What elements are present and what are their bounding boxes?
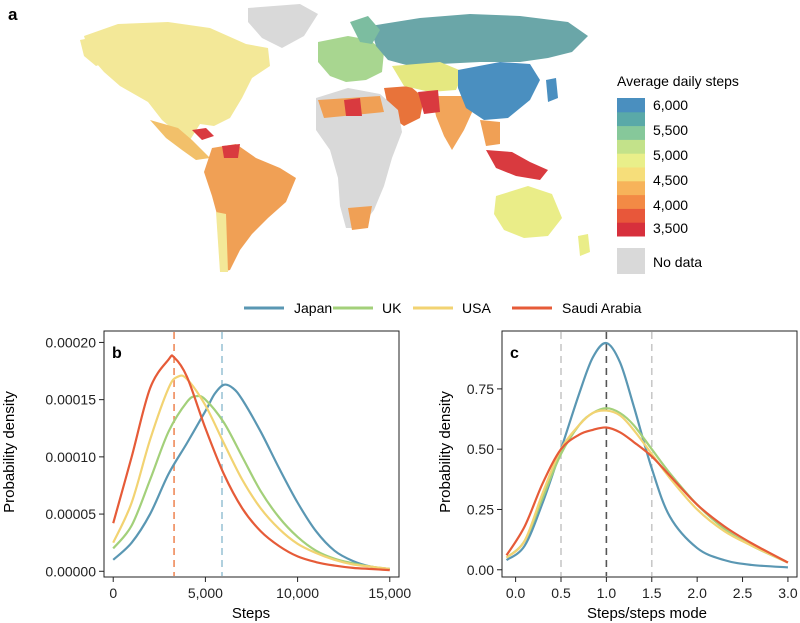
color-scale-segment [617,111,645,127]
panel-c-x-tick-label: 1.0 [597,585,617,601]
panel-b-x-tick-label: 15,000 [368,585,411,601]
panel-b-series [112,354,390,572]
color-scale-segment [617,153,645,168]
scale-tick-label: 3,500 [653,220,688,236]
color-scale-segment [617,194,645,209]
map-venezuela [222,144,240,158]
scale-tick-label: 4,500 [653,172,688,188]
no-data-swatch [617,248,645,274]
map-greenland [248,4,318,48]
legend-label-saudi-arabia: Saudi Arabia [562,300,642,316]
panel-b-y-axis-label: Probability density [1,391,18,513]
panel-c-y-axis-label: Probability density [437,391,454,513]
color-scale-ticks: 6,000 5,500 5,000 4,500 4,000 3,500 [653,97,688,236]
panel-c-x-axis-label: Steps/steps mode [587,605,707,622]
panel-c-y-tick-label: 0.75 [467,381,494,397]
color-scale-segment [617,167,645,182]
color-scale-segment [617,208,645,223]
scale-tick-label: 4,000 [653,197,688,213]
panel-b-x-ticks: 0 5,000 10,000 15,000 [109,577,411,601]
panel-b-y-ticks: 0.00000 0.00005 0.00010 0.00015 0.00020 [45,334,104,579]
panel-c-line-saudi-arabia [505,426,789,564]
map-japan [546,78,558,102]
panel-c-y-ticks: 0.00 0.25 0.50 0.75 [467,381,502,578]
panel-c-y-tick-label: 0.50 [467,441,494,457]
panel-c-label: c [510,345,519,362]
map-indochina [480,120,500,146]
legend-label-japan: Japan [294,300,332,316]
panel-b: b 0 5,000 10,000 15,000 0.000000.000050.000… [1,330,411,622]
map-india [432,96,474,150]
scale-tick-label: 5,500 [653,122,688,138]
panel-b-x-tick-label: 5,000 [188,585,223,601]
map-pakistan [418,90,440,114]
map-africa [316,88,402,228]
panel-b-x-tick-label: 10,000 [276,585,319,601]
panel-b-y-tick-label: 0.00000 [45,563,96,579]
panel-c: c 0.0 0.5 1.0 1.5 2.0 2.5 3.0 0.00 0.25 0.50 0.75… [437,330,798,622]
world-map [80,4,590,272]
panel-b-x-axis-label: Steps [232,605,270,622]
color-scale-segment [617,139,645,154]
map-scandinavia [350,16,380,44]
map-europe [318,36,384,82]
panel-b-y-tick-label: 0.00020 [45,334,96,350]
color-scale-segment [617,222,645,237]
map-new-zealand [578,234,590,256]
scale-legend-title: Average daily steps [617,73,739,89]
legend-label-usa: USA [462,300,491,316]
panel-c-y-tick-label: 0.00 [467,562,494,578]
panel-b-x-tick-label: 0 [109,585,117,601]
panel-b-line-japan [112,383,390,571]
legend-label-uk: UK [382,300,402,316]
panel-c-x-tick-label: 1.5 [642,585,662,601]
panel-c-series [505,341,789,569]
panel-c-x-ticks: 0.0 0.5 1.0 1.5 2.0 2.5 3.0 [506,577,798,601]
no-data-label: No data [653,254,702,270]
panel-b-y-tick-label: 0.00010 [45,449,96,465]
panel-b-frame [103,330,400,578]
panel-b-y-tick-label: 0.00005 [45,506,96,522]
panel-c-x-tick-label: 2.0 [687,585,707,601]
map-central-america [150,120,210,160]
map-libya [344,98,362,116]
panel-b-line-saudi-arabia [112,354,390,572]
color-scale-segment [617,98,645,113]
scale-tick-label: 5,000 [653,147,688,163]
panel-b-y-tick-label: 0.00015 [45,392,96,408]
panel-b-line-usa [112,374,390,571]
panel-c-reference-lines [560,332,653,576]
panel-c-line-usa [505,409,789,564]
scale-tick-label: 6,000 [653,97,688,113]
panel-b-line-uk [112,394,390,571]
map-china [458,62,540,120]
panel-c-x-tick-label: 0.5 [551,585,571,601]
map-russia [370,14,588,66]
panel-a-label: a [8,5,18,24]
map-southeast-asia [486,150,548,180]
panel-b-label: b [112,345,122,362]
color-scale-segment [617,180,645,196]
map-caribbean [192,128,214,140]
series-legend: Japan UK USA Saudi Arabia [244,300,642,316]
panel-c-x-tick-label: 3.0 [778,585,798,601]
panel-c-x-tick-label: 0.0 [506,585,526,601]
panel-c-x-tick-label: 2.5 [733,585,753,601]
panel-c-frame [501,330,798,578]
panel-b-reference-lines [173,332,223,576]
color-scale-bar [617,98,645,237]
map-south-america [204,144,296,272]
map-south-africa [348,206,372,230]
panel-c-y-tick-label: 0.25 [467,501,494,517]
map-alaska [80,34,112,66]
map-chile [216,212,228,272]
map-central-asia [392,62,464,92]
panel-c-line-japan [505,341,788,569]
map-australia [494,186,562,238]
color-scale-segment [617,125,645,140]
panel-c-line-uk [505,407,789,564]
map-north-america [84,22,270,140]
